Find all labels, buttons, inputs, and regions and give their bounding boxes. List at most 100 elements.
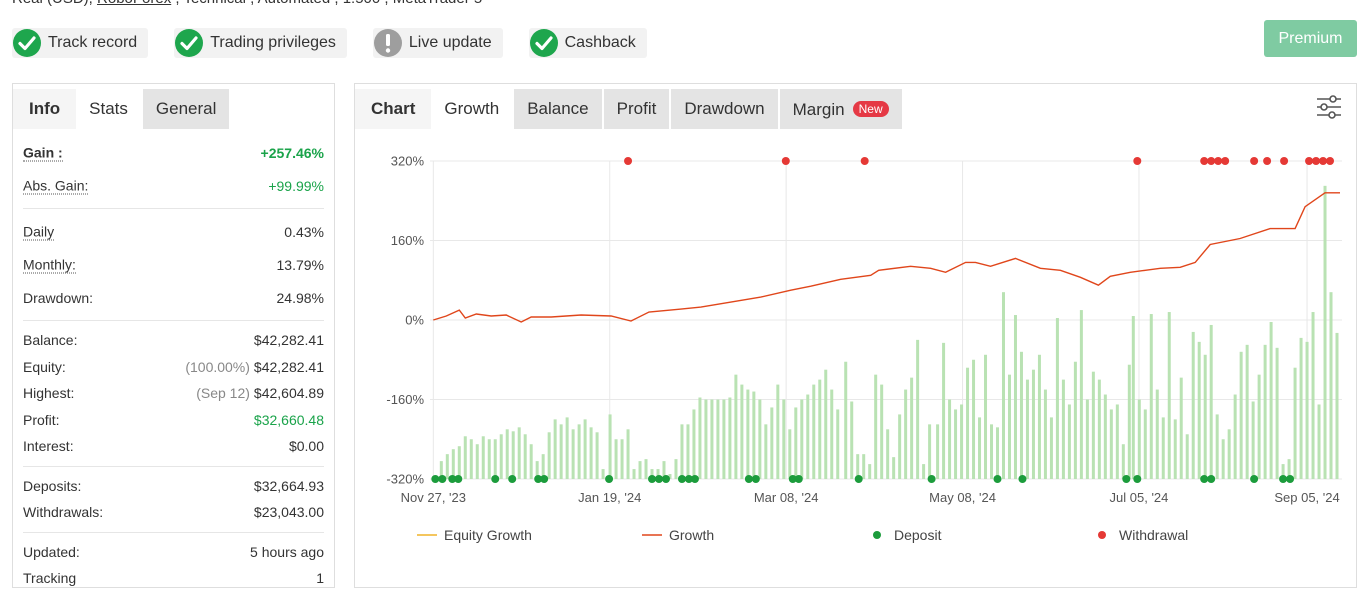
stats-group: Daily 0.43% Monthly: 13.79% Drawdown: 24.98% [13,209,334,320]
tab-label: Profit [616,99,657,118]
badge-icon [529,29,558,57]
stats-value-box: $32,660.48 [254,412,324,428]
badge-label: Trading privileges [210,34,336,51]
separator [23,208,324,209]
stats-value: 13.79% [276,256,324,273]
separator [23,320,324,321]
premium-button[interactable]: Premium [1264,20,1357,57]
stats-value-box: +257.46% [261,145,324,161]
separator [23,531,324,533]
tab[interactable]: Profit [603,89,670,129]
stats-value: $32,660.48 [253,411,324,428]
stats-label: Drawdown: [23,289,94,306]
stats-label: Gain : [23,144,63,161]
stats-row: Equity: (100.00%) $42,282.41 [13,354,334,381]
icon-circle [529,29,558,57]
settings-icon[interactable] [1315,94,1343,122]
tab[interactable]: General [142,89,230,129]
stats-value: $42,282.41 [253,358,324,375]
stats-value: +257.46% [260,144,324,161]
account-info: Real (USD), RoboForex , Technical , Auto… [12,0,482,7]
stats-label: Tracking [23,570,77,587]
icon-dot [385,48,391,53]
stats-value-box: +99.99% [268,178,324,194]
stats-value-box: $0.00 [289,438,324,454]
stats-row: Gain : +257.46% [13,136,334,169]
stats-value: +99.99% [268,177,324,194]
info-text: Real (USD), [12,0,97,7]
stats-value-box: (100.00%) $42,282.41 [185,359,324,375]
chart-panel: Chart Growth Balance Profit Drawdown Margin Ne… [354,83,1357,588]
stats-row: Withdrawals: $23,043.00 [13,499,334,526]
stats-note: (Sep 12) [196,385,250,402]
icon-check [18,36,36,51]
icon-circle [13,29,41,57]
icon-circle [175,29,204,57]
stats-list: Gain : +257.46% Abs. Gain: +99.99% Daily 0.43… [13,130,334,598]
panel-title: Chart [355,89,432,129]
stats-value: 1 [316,570,324,587]
badge-icon [175,29,204,57]
stats-label: Deposits: [23,477,82,494]
stats-note: (100.00%) [185,358,250,375]
stats-row: Abs. Gain: +99.99% [13,169,334,202]
icon-check [535,36,553,51]
stats-row: Balance: $42,282.41 [13,327,334,354]
stats-value: $42,604.89 [253,385,324,402]
stats-value-box: $23,043.00 [254,504,324,520]
stats-label: Interest: [23,438,74,455]
stats-value-box: 5 hours ago [250,544,324,560]
badge-label: Live update [408,34,492,51]
stats-row: Tracking 1 [13,565,334,592]
stats-label: Balance: [23,332,78,349]
tab-bar: Chart Growth Balance Profit Drawdown Margin Ne… [355,89,904,129]
stats-row: Drawdown: 24.98% [13,281,334,314]
tab-label: Drawdown [684,99,765,118]
badge-icon [373,29,402,57]
new-badge: New [852,101,889,117]
stats-value: $23,043.00 [253,504,324,521]
stats-label: Updated: [23,543,80,560]
badges: Track record Trading privileges Live updat… [12,28,647,58]
stats-value-box: (Sep 12) $42,604.89 [196,385,324,401]
broker-link: RoboForex [97,0,171,7]
stats-value-box: $32,664.93 [254,478,324,494]
stats-row: Interest: $0.00 [13,433,334,460]
badge: Live update [372,28,503,58]
stats-row: Profit: $32,660.48 [13,407,334,434]
stats-row: Updated: 5 hours ago [13,539,334,566]
badge-label: Track record [48,34,138,51]
stats-label: Profit: [23,411,60,428]
stats-label: Equity: [23,358,66,375]
badge: Track record [12,28,149,58]
stats-group: Gain : +257.46% Abs. Gain: +99.99% [13,130,334,208]
stats-group: Updated: 5 hours ago Tracking 1 [13,533,334,598]
stats-value: 0.43% [284,223,324,240]
stats-label: Withdrawals: [23,504,104,521]
tab[interactable]: Stats [76,89,141,129]
badge: Trading privileges [174,28,347,58]
stats-label: Daily [23,223,55,240]
stats-value: $42,282.41 [253,332,324,349]
tab[interactable]: Growth [431,89,513,129]
tab[interactable]: Drawdown [671,89,778,129]
badge-label: Cashback [564,34,636,51]
stats-value-box: $42,282.41 [254,332,324,348]
tab-label: General [155,99,217,118]
tab[interactable]: Margin New [779,89,902,129]
badge-icon [13,29,41,57]
stats-row: Highest: (Sep 12) $42,604.89 [13,380,334,407]
stats-label: Monthly: [23,256,76,273]
stats-group: Deposits: $32,664.93 Withdrawals: $23,043.0… [13,467,334,532]
stats-label: Abs. Gain: [23,177,89,194]
tab-label: Margin [792,100,845,119]
stats-value-box: 1 [316,570,324,586]
panel-title: Info [13,89,77,129]
tab-label: Stats [89,99,128,118]
stats-value-box: 13.79% [277,257,324,273]
tab-bar: Info Stats General [13,89,231,129]
tab-label: Growth [444,99,500,118]
tab[interactable]: Balance [514,89,602,129]
stats-row: Deposits: $32,664.93 [13,473,334,500]
